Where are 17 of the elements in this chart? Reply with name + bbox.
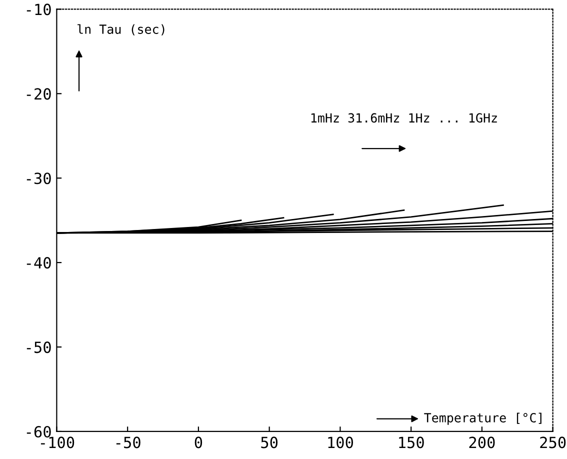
y-tick-label: -10 bbox=[26, 4, 51, 16]
x-tick-label: 150 bbox=[399, 436, 424, 448]
x-tick-label: -50 bbox=[116, 436, 140, 448]
y-tick-label: -40 bbox=[26, 257, 51, 269]
x-axis-title: Temperature [°C] bbox=[424, 412, 542, 425]
y-tick-label: -30 bbox=[26, 172, 51, 184]
y-tick-label: -60 bbox=[26, 426, 51, 438]
x-tick-label: 100 bbox=[328, 436, 354, 448]
y-axis-title: ln Tau (sec) bbox=[78, 24, 164, 36]
y-tick-label: -50 bbox=[26, 342, 51, 354]
x-tick-label: 200 bbox=[469, 436, 495, 448]
x-tick-label: 0 bbox=[194, 436, 202, 448]
annotation: 1mHz 31.6mHz 1Hz ... 1GHz bbox=[311, 113, 497, 123]
x-tick-label: 50 bbox=[261, 436, 278, 448]
x-tick-label: -100 bbox=[40, 436, 74, 448]
x-tick-label: 250 bbox=[540, 436, 566, 448]
y-tick-label: -20 bbox=[26, 88, 51, 100]
